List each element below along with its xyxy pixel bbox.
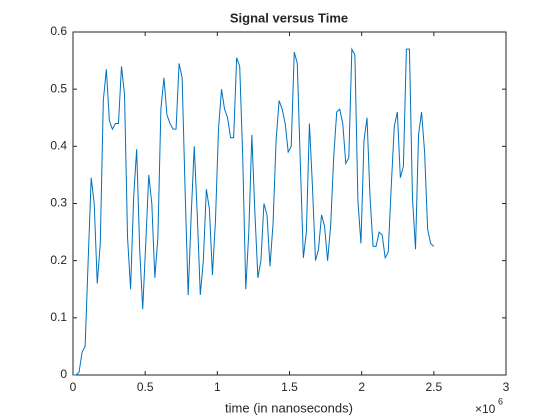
x-tick-label: 0.5: [137, 380, 154, 394]
x-tick-label: 1: [214, 380, 221, 394]
x-tick-label: 2: [358, 380, 365, 394]
x-tick-label: 0: [70, 380, 77, 394]
axes-box: [72, 31, 507, 376]
y-tick-label: 0.6: [50, 24, 67, 38]
signal-line: [73, 47, 435, 376]
chart-title: Signal versus Time: [230, 10, 348, 25]
x-axis-label: time (in nanoseconds): [225, 400, 353, 415]
x-tick-label: 3: [503, 380, 510, 394]
y-tick-label: 0.5: [50, 81, 67, 95]
y-tick-label: 0.2: [50, 253, 67, 267]
x-exponent-base: ×10: [475, 402, 496, 416]
x-tick-label: 2.5: [425, 380, 442, 394]
y-tick-label: 0.4: [50, 139, 67, 153]
x-tick-label: 1.5: [281, 380, 298, 394]
y-tick-label: 0: [60, 367, 67, 381]
x-exponent-power: 6: [498, 396, 503, 406]
y-tick-label: 0.3: [50, 196, 67, 210]
y-tick-label: 0.1: [50, 310, 67, 324]
